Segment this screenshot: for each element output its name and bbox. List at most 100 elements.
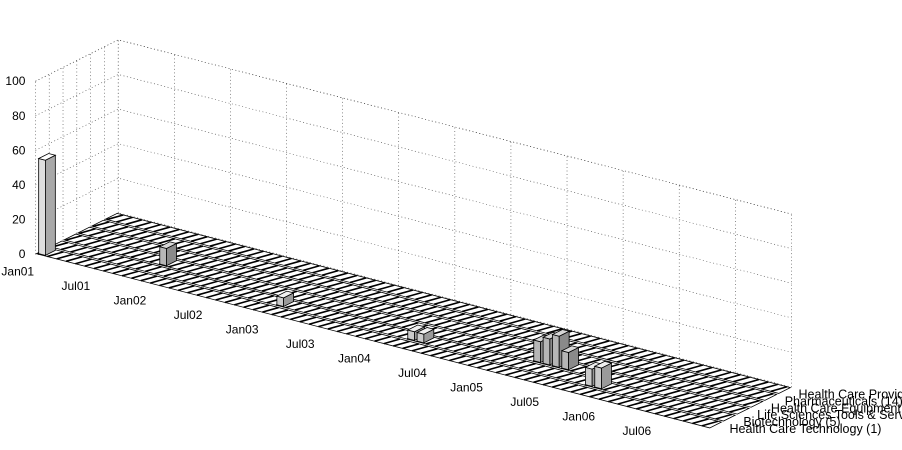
floor-base (35, 212, 792, 429)
floor-stripe (201, 280, 218, 287)
floor-stripe (265, 255, 283, 262)
floor-stripe (60, 244, 78, 251)
floor-stripe (355, 330, 373, 338)
bars (37, 153, 613, 390)
floor-stripe (261, 285, 279, 292)
floor-stripe (453, 345, 471, 352)
floor-stripe (621, 368, 639, 375)
floor-stripe (761, 383, 778, 390)
floor-stripe (466, 317, 484, 325)
floor-stripe (686, 385, 704, 392)
floor-stripe (696, 387, 713, 394)
floor-stripe (639, 352, 657, 359)
floor-stripe (284, 260, 302, 267)
series-label: Health Care Equipment & Supplies (11) (771, 401, 902, 415)
floor-stripe (658, 356, 676, 364)
floor-stripe (625, 359, 643, 366)
floor-stripe (556, 372, 574, 379)
floor-stripe (294, 304, 312, 311)
floor-stripe (415, 315, 433, 322)
floor-stripe (378, 326, 396, 333)
floor-stripe (518, 341, 536, 348)
floor-stripe (382, 296, 400, 303)
floor-stripe (383, 338, 401, 345)
floor-stripe (261, 264, 278, 271)
floor-stripe (364, 291, 381, 298)
floor-stripe (65, 255, 83, 263)
floor-stripe (425, 317, 442, 324)
floor-stripe (700, 378, 718, 385)
floor-stripe (499, 336, 517, 344)
floor-stripe (205, 271, 223, 278)
floor-stripe (331, 272, 348, 279)
floor-stripe (645, 405, 663, 413)
floor-stripe (444, 343, 461, 350)
floor-stripe (433, 298, 451, 306)
floor-stripe (630, 370, 648, 377)
floor-stripe (271, 309, 289, 316)
floor-stripe (453, 324, 470, 331)
floor-stripe (149, 235, 166, 242)
floor-stripe (177, 263, 195, 271)
floor-stripe (134, 221, 152, 228)
floor-stripe (200, 238, 217, 245)
floor-stripe (364, 312, 382, 319)
floor-stripe (608, 396, 625, 403)
floor-stripe (359, 300, 377, 307)
floor-stripe (74, 237, 92, 244)
bar (158, 241, 178, 267)
floor-stripe (443, 301, 461, 308)
bar (415, 327, 435, 344)
floor-stripe (387, 307, 405, 314)
floor-stripe (631, 391, 648, 398)
floor-stripe (729, 406, 746, 413)
floor-stripe (181, 254, 199, 261)
floor-stripe (640, 373, 657, 380)
floor-stripe (692, 418, 709, 425)
floor-stripe (481, 332, 498, 339)
floor-stripe (303, 265, 320, 272)
floor-stripe (677, 361, 694, 368)
floor-stripe (102, 244, 120, 251)
floor-stripe (519, 362, 536, 369)
floor-stripe (214, 252, 232, 259)
floor-stripe (701, 399, 718, 406)
floor-stripe (312, 288, 330, 295)
floor-stripe (616, 356, 634, 363)
floor-stripe (349, 277, 367, 284)
x-tick-label: Jan05 (450, 381, 483, 395)
floor-stripe (504, 327, 522, 334)
floor-stripe (173, 273, 190, 280)
floor-stripe (103, 265, 120, 272)
floor-stripe (659, 399, 676, 406)
floor-stripe (658, 378, 676, 385)
floor-stripe (677, 403, 695, 411)
floor-stripe (668, 380, 685, 387)
floor-stripe (621, 389, 639, 396)
floor-stripe (719, 383, 737, 390)
floor-stripe (177, 242, 194, 250)
floor-stripe (279, 269, 297, 276)
floor-stripe (495, 367, 513, 374)
floor-stripe (742, 399, 760, 406)
floor-stripe (626, 401, 644, 408)
floor-stripe (191, 257, 209, 264)
floor-stripe (673, 392, 690, 399)
floor-stripe (378, 305, 396, 312)
floor-stripe (84, 239, 101, 246)
floor-stripe (490, 313, 507, 320)
floor-stripe (318, 321, 335, 328)
floor-stripe (317, 279, 335, 286)
floor-stripe (116, 216, 133, 223)
floor-stripe (229, 287, 246, 294)
floor-stripe (392, 319, 410, 326)
floor-stripe (280, 311, 298, 318)
floor-stripe (219, 285, 237, 292)
floor-stripe (439, 352, 457, 359)
floor-stripe (677, 382, 695, 390)
floor-stripe (233, 257, 250, 264)
floor-stripe (125, 219, 143, 226)
floor-stripe (116, 258, 134, 265)
floor-stripe (584, 358, 601, 365)
floor-stripe (415, 294, 432, 301)
